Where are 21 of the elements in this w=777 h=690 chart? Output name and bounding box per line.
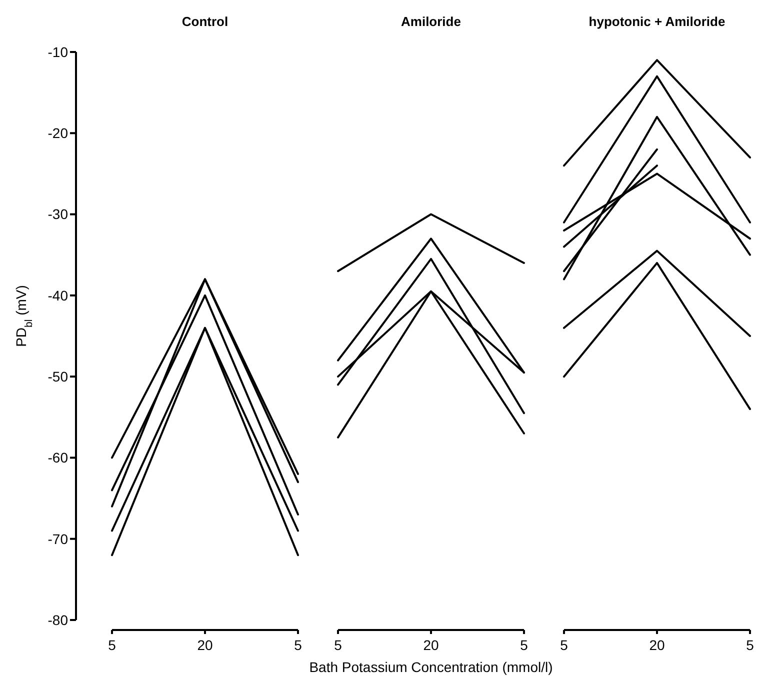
y-tick-label: -10: [48, 44, 68, 60]
x-tick-label: 20: [423, 637, 439, 653]
y-tick-label: -50: [48, 368, 68, 384]
x-tick-label: 5: [560, 637, 568, 653]
x-tick-label: 20: [649, 637, 665, 653]
y-tick-label: -80: [48, 612, 68, 628]
x-axis-title: Bath Potassium Concentration (mmol/l): [309, 659, 553, 675]
chart-title: hypotonic + Amiloride: [588, 14, 726, 29]
x-tick-label: 5: [746, 637, 754, 653]
y-tick-label: -20: [48, 125, 68, 142]
x-tick-label: 5: [294, 637, 302, 653]
x-tick-label: 5: [108, 637, 116, 653]
chart-title: Control: [182, 14, 228, 29]
chart-title: Amiloride: [401, 14, 461, 29]
y-tick-label: -30: [48, 206, 68, 222]
y-tick-label: -40: [48, 287, 68, 304]
x-tick-label: 20: [197, 637, 213, 653]
y-tick-label: -60: [48, 450, 68, 466]
x-tick-label: 5: [334, 637, 342, 653]
y-tick-label: -70: [48, 530, 68, 547]
x-tick-label: 5: [520, 637, 528, 653]
